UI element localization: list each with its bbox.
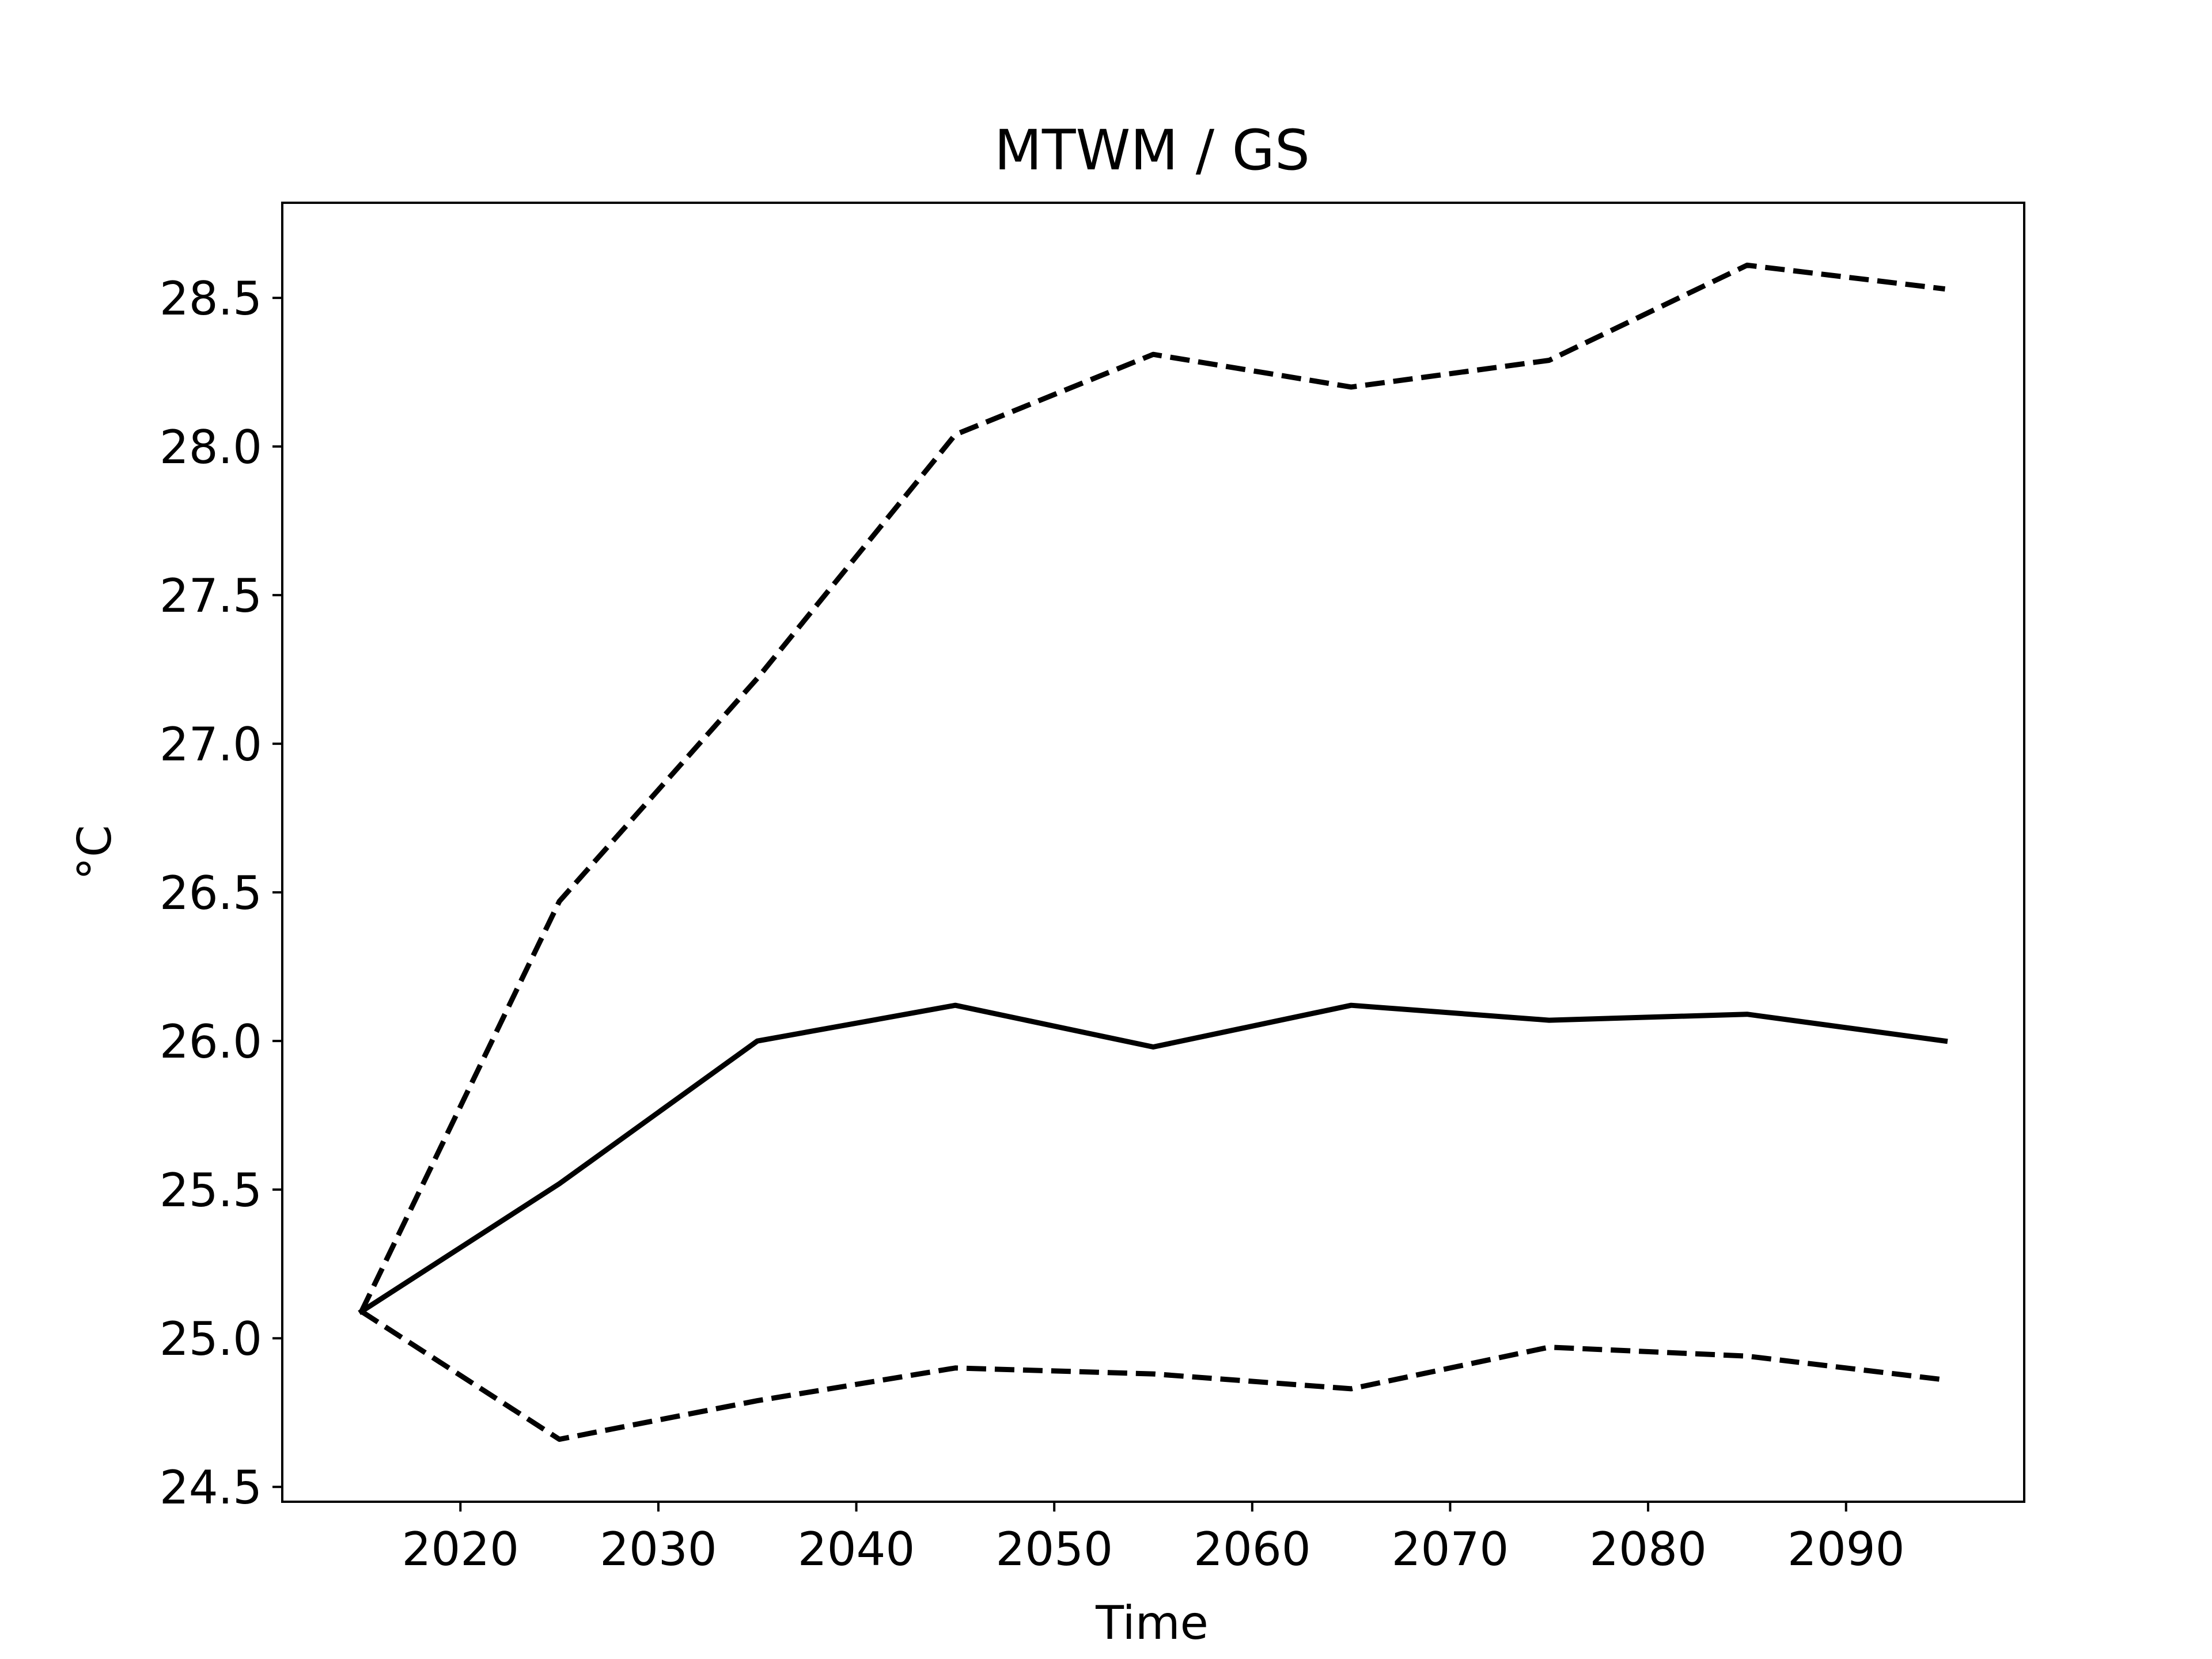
y-tick-label: 28.5 xyxy=(160,272,262,325)
y-tick-label: 25.0 xyxy=(160,1312,262,1366)
y-tick-label: 26.5 xyxy=(160,866,262,920)
y-tick-label: 27.5 xyxy=(160,569,262,623)
series-line-1 xyxy=(358,1002,1948,1315)
x-tick-label: 2070 xyxy=(1392,1522,1509,1576)
x-tick-label: 2040 xyxy=(798,1522,915,1576)
y-tick-label: 26.0 xyxy=(160,1015,262,1069)
y-axis-label: °C xyxy=(68,825,122,880)
series-line-2 xyxy=(359,262,1946,1313)
x-axis-ticks: 2020 2030 2040 2050 2060 2070 2080 2090 xyxy=(402,1502,1905,1576)
x-tick-label: 2050 xyxy=(995,1522,1113,1576)
y-tick-label: 27.0 xyxy=(160,718,262,771)
y-axis-ticks: 24.5 25.0 25.5 26.0 26.5 27.0 27.5 28.0 28.5 xyxy=(160,272,282,1514)
x-tick-label: 2060 xyxy=(1194,1522,1311,1576)
series-layer xyxy=(358,262,1948,1442)
x-tick-label: 2030 xyxy=(600,1522,717,1576)
chart-title: MTWM / GS xyxy=(994,118,1310,183)
x-axis-label: Time xyxy=(1095,1596,1209,1650)
x-tick-label: 2080 xyxy=(1589,1522,1707,1576)
x-tick-label: 2090 xyxy=(1787,1522,1905,1576)
y-tick-label: 28.0 xyxy=(160,421,262,474)
y-tick-label: 24.5 xyxy=(160,1461,262,1514)
plot-frame xyxy=(281,202,2025,1503)
series-line-3 xyxy=(360,1309,1946,1442)
y-tick-label: 25.5 xyxy=(160,1164,262,1217)
x-tick-label: 2020 xyxy=(402,1522,519,1576)
